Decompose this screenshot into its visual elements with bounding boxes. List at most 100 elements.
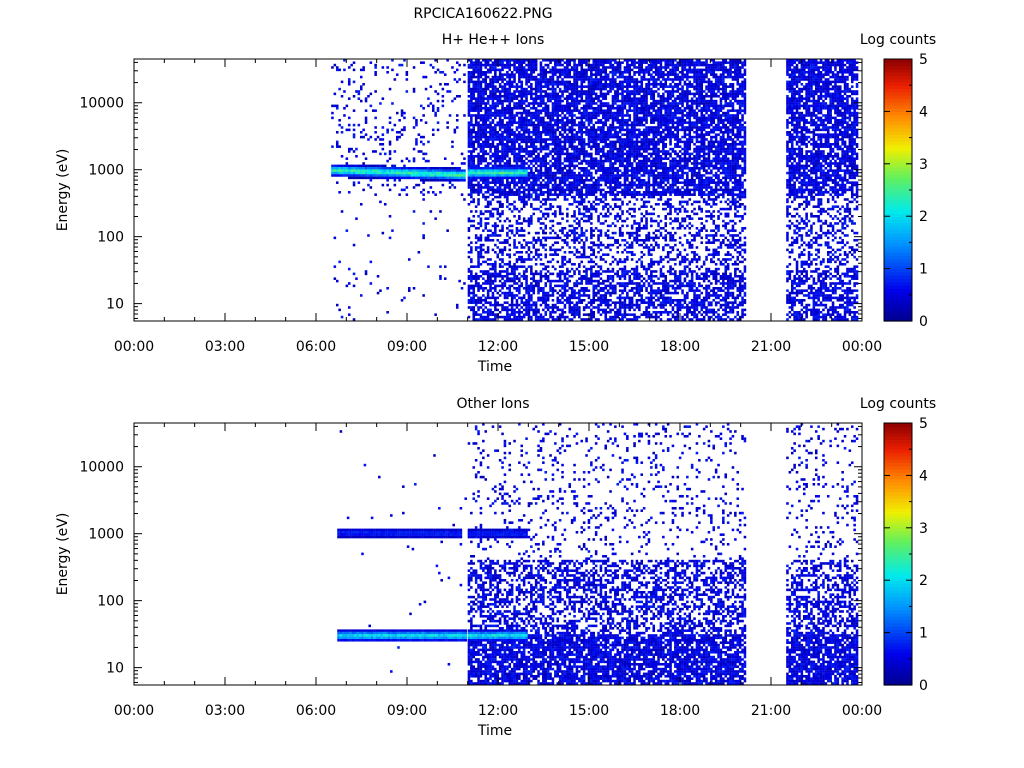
spectrogram-cell xyxy=(554,253,557,256)
spectrogram-cell xyxy=(604,119,608,122)
spectrogram-cell xyxy=(501,133,504,136)
spectrogram-cell xyxy=(592,92,596,96)
spectrogram-cell xyxy=(379,171,382,175)
spectrogram-cell xyxy=(554,306,557,309)
spectrogram-cell xyxy=(470,248,473,252)
spectrogram-cell xyxy=(486,97,490,100)
spectrogram-cell xyxy=(431,107,435,110)
spectrogram-cell xyxy=(405,71,409,74)
spectrogram-cell xyxy=(503,176,507,180)
spectrogram-cell xyxy=(551,179,555,182)
spectrogram-cell xyxy=(556,169,560,172)
spectrogram-cell xyxy=(551,150,555,153)
spectrogram-cell xyxy=(563,85,567,88)
spectrogram-cell xyxy=(611,95,615,98)
spectrogram-cell xyxy=(491,61,495,64)
spectrogram-cell xyxy=(508,224,512,228)
spectrogram-cell xyxy=(546,308,550,312)
spectrogram-cell xyxy=(494,85,497,88)
spectrogram-cell xyxy=(604,121,608,124)
spectrogram-cell xyxy=(422,167,425,170)
spectrogram-cell xyxy=(489,193,492,196)
spectrogram-cell xyxy=(544,212,548,216)
spectrogram-cell xyxy=(575,99,579,103)
spectrogram-cell xyxy=(611,270,615,273)
spectrogram-cell xyxy=(578,210,581,213)
spectrogram-cell xyxy=(501,265,504,268)
spectrogram-cell xyxy=(506,107,509,110)
spectrogram-cell xyxy=(515,138,519,141)
spectrogram-cell xyxy=(525,87,528,91)
spectrogram-cell xyxy=(503,183,507,187)
spectrogram-cell xyxy=(417,176,421,180)
spectrogram-cell xyxy=(510,181,514,184)
spectrogram-cell xyxy=(575,193,579,196)
spectrogram-cell xyxy=(539,241,543,244)
spectrogram-cell xyxy=(503,155,507,158)
spectrogram-cell xyxy=(479,287,483,290)
spectrogram-cell xyxy=(503,109,507,112)
spectrogram-cell xyxy=(467,78,471,81)
spectrogram-cell xyxy=(496,174,500,177)
spectrogram-cell xyxy=(530,116,533,120)
spectrogram-cell xyxy=(494,222,497,225)
spectrogram-cell xyxy=(513,303,516,307)
spectrogram-cell xyxy=(494,188,497,192)
spectrogram-cell xyxy=(582,186,586,189)
spectrogram-cell xyxy=(477,157,480,160)
spectrogram-cell xyxy=(604,71,608,74)
spectrogram-cell xyxy=(429,174,433,177)
spectrogram-cell xyxy=(503,152,507,156)
spectrogram-cell xyxy=(446,121,449,124)
spectrogram-cell xyxy=(580,87,584,91)
spectrogram-cell xyxy=(587,179,591,182)
spectrogram-cell xyxy=(532,287,536,290)
spectrogram-cell xyxy=(561,63,564,67)
spectrogram-cell xyxy=(501,315,504,319)
spectrogram-cell xyxy=(566,95,569,98)
spectrogram-cell xyxy=(479,138,483,141)
spectrogram-cell xyxy=(386,174,389,177)
spectrogram-cell xyxy=(582,104,586,108)
spectrogram-cell xyxy=(602,63,605,67)
spectrogram-cell xyxy=(551,59,555,62)
spectrogram-cell xyxy=(506,227,509,230)
spectrogram-cell xyxy=(388,176,392,180)
spectrogram-cell xyxy=(544,92,548,96)
spectrogram-cell xyxy=(486,75,490,79)
spectrogram-cell xyxy=(359,294,363,297)
spectrogram-cell xyxy=(522,90,526,93)
spectrogram-cell xyxy=(570,121,574,124)
spectrogram-cell xyxy=(506,59,509,62)
spectrogram-cell xyxy=(609,155,612,158)
spectrogram-cell xyxy=(510,313,514,316)
spectrogram-cell xyxy=(494,162,497,165)
spectrogram-cell xyxy=(590,217,593,220)
spectrogram-cell xyxy=(558,167,562,170)
spectrogram-cell xyxy=(400,63,404,67)
spectrogram-cell xyxy=(546,71,550,74)
spectrogram-cell xyxy=(561,174,564,177)
spectrogram-cell xyxy=(340,171,344,175)
spectrogram-cell xyxy=(520,284,524,288)
spectrogram-cell xyxy=(525,68,528,72)
spectrogram-cell xyxy=(573,68,576,72)
spectrogram-cell xyxy=(602,164,605,168)
spectrogram-cell xyxy=(530,61,533,64)
spectrogram-cell xyxy=(573,291,576,295)
spectrogram-cell xyxy=(494,284,497,288)
spectrogram-cell xyxy=(599,135,603,139)
spectrogram-cell xyxy=(525,188,528,192)
spectrogram-cell xyxy=(575,133,579,136)
spectrogram-cell xyxy=(503,219,507,223)
spectrogram-cell xyxy=(546,260,550,264)
spectrogram-cell xyxy=(602,167,605,170)
spectrogram-cell xyxy=(515,167,519,170)
spectrogram-cell xyxy=(484,128,488,132)
spectrogram-cell xyxy=(546,270,550,273)
spectrogram-cell xyxy=(530,267,533,271)
spectrogram-cell xyxy=(549,128,552,132)
spectrogram-cell xyxy=(573,227,576,230)
spectrogram-cell xyxy=(518,315,521,319)
spectrogram-cell xyxy=(568,229,572,232)
